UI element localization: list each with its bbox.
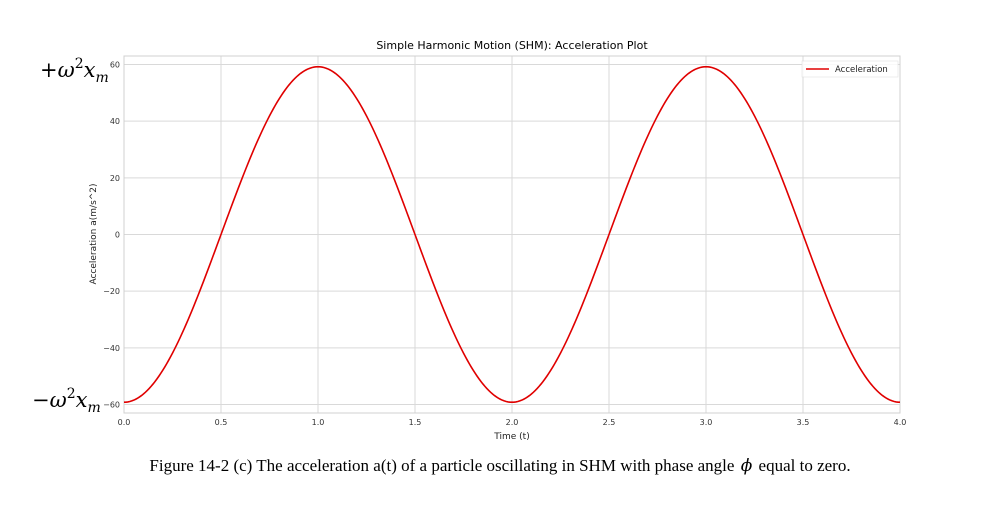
legend-label: Acceleration [835,65,888,75]
y-tick-label: −60 [103,401,120,410]
y-tick-labels: 60 40 20 0 −20 −40 −60 [103,61,120,410]
y-tick-label: 60 [110,61,120,70]
x-tick-label: 3.5 [797,418,810,427]
x-tick-label: 1.5 [409,418,422,427]
caption-text: Figure 14-2 (c) The acceleration a(t) of… [149,456,735,475]
x-axis-label: Time (t) [493,432,529,442]
phi-symbol: ϕ [740,456,753,476]
x-tick-label: 2.5 [603,418,616,427]
y-tick-label: −40 [103,344,120,353]
y-tick-label: 0 [115,231,120,240]
y-tick-label: 40 [110,117,120,126]
x-tick-label: 3.0 [700,418,713,427]
figure-caption: Figure 14-2 (c) The acceleration a(t) of… [0,456,1000,476]
x-tick-label: 0.5 [215,418,228,427]
y-tick-label: 20 [110,174,120,183]
legend: Acceleration [801,60,899,78]
x-tick-label: 2.0 [506,418,519,427]
grid [123,56,901,413]
y-tick-label: −20 [103,287,120,296]
x-tick-label: 0.0 [118,418,131,427]
chart-title: Simple Harmonic Motion (SHM): Accelerati… [376,39,648,52]
caption-text-end: equal to zero. [758,456,851,475]
min-amplitude-label: −ω2xm [32,386,101,416]
x-tick-label: 1.0 [312,418,325,427]
plot-frame [123,55,901,414]
x-tick-labels: 0.0 0.5 1.0 1.5 2.0 2.5 3.0 3.5 4.0 [118,418,907,427]
acceleration-line [123,65,901,404]
max-amplitude-label: +ω2xm [40,56,109,86]
x-tick-label: 4.0 [894,418,907,427]
y-axis-label: Acceleration a(m/s^2) [89,183,99,284]
legend-box [801,60,899,78]
